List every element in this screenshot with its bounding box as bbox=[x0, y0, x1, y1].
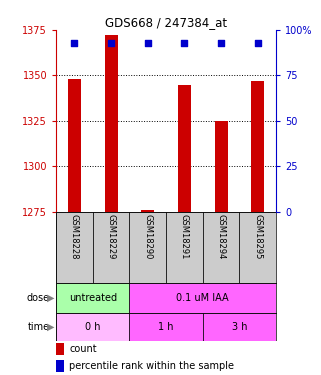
Bar bbox=[56, 360, 64, 372]
Point bbox=[219, 40, 224, 46]
Bar bbox=[56, 313, 129, 341]
Bar bbox=[56, 283, 129, 313]
Bar bbox=[93, 212, 129, 283]
Text: 1 h: 1 h bbox=[158, 322, 174, 332]
Text: GSM18295: GSM18295 bbox=[253, 214, 262, 260]
Bar bbox=[56, 343, 64, 355]
Title: GDS668 / 247384_at: GDS668 / 247384_at bbox=[105, 16, 227, 29]
Text: dose: dose bbox=[27, 293, 50, 303]
Text: 3 h: 3 h bbox=[232, 322, 247, 332]
Point bbox=[72, 40, 77, 46]
Bar bbox=[141, 210, 154, 212]
Bar bbox=[178, 85, 191, 212]
Bar bbox=[203, 313, 276, 341]
Text: 0 h: 0 h bbox=[85, 322, 100, 332]
Point bbox=[182, 40, 187, 46]
Bar bbox=[129, 212, 166, 283]
Text: ▶: ▶ bbox=[47, 322, 55, 332]
Bar bbox=[129, 283, 276, 313]
Bar bbox=[239, 212, 276, 283]
Text: 0.1 uM IAA: 0.1 uM IAA bbox=[177, 293, 229, 303]
Text: GSM18291: GSM18291 bbox=[180, 214, 189, 260]
Text: percentile rank within the sample: percentile rank within the sample bbox=[69, 361, 234, 371]
Text: time: time bbox=[28, 322, 50, 332]
Bar bbox=[129, 313, 203, 341]
Text: count: count bbox=[69, 344, 97, 354]
Bar bbox=[203, 212, 239, 283]
Point bbox=[145, 40, 150, 46]
Text: GSM18294: GSM18294 bbox=[217, 214, 226, 260]
Bar bbox=[166, 212, 203, 283]
Text: GSM18290: GSM18290 bbox=[143, 214, 152, 260]
Bar bbox=[215, 121, 228, 212]
Point bbox=[108, 40, 114, 46]
Text: GSM18229: GSM18229 bbox=[107, 214, 116, 260]
Bar bbox=[68, 79, 81, 212]
Point bbox=[255, 40, 260, 46]
Text: GSM18228: GSM18228 bbox=[70, 214, 79, 260]
Text: ▶: ▶ bbox=[47, 293, 55, 303]
Bar bbox=[251, 81, 264, 212]
Bar bbox=[105, 36, 117, 212]
Text: untreated: untreated bbox=[69, 293, 117, 303]
Bar bbox=[56, 212, 93, 283]
